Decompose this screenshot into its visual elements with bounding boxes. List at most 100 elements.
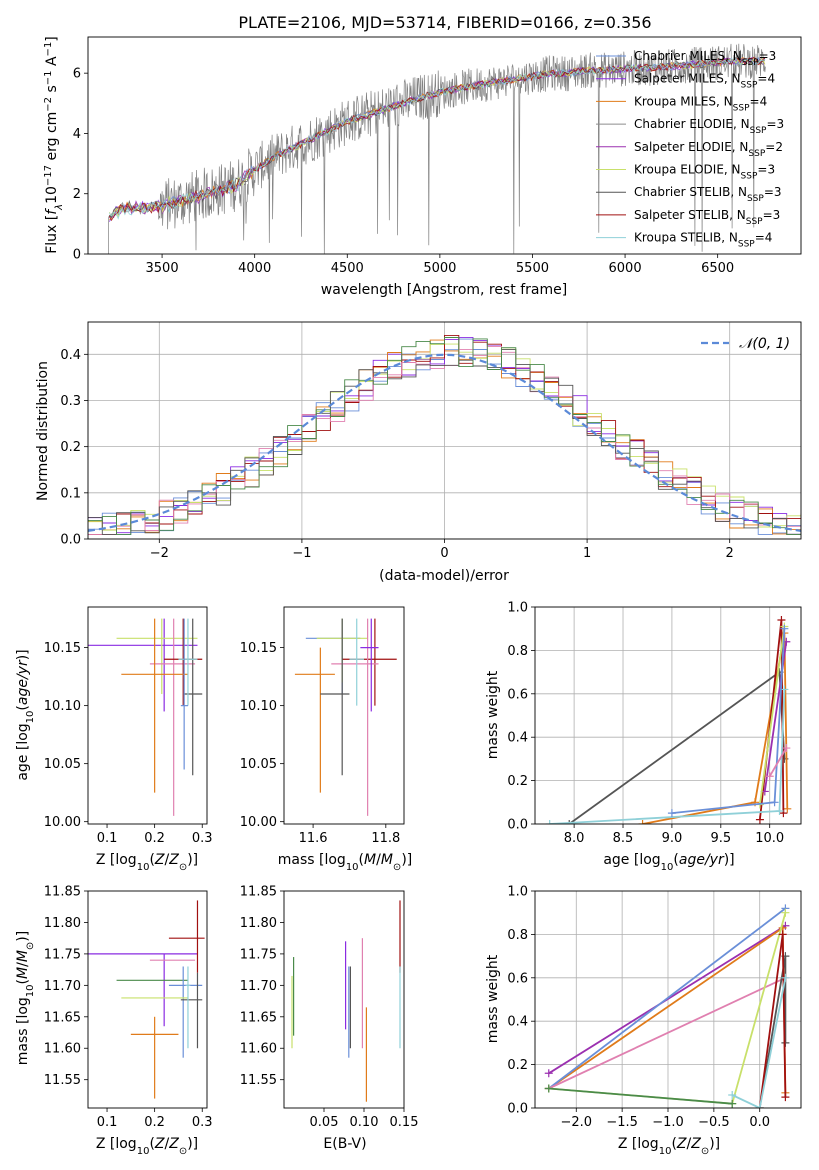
age_vs_mass-ytick-label: 10.10 <box>240 699 277 714</box>
mass_weight_vs_Z-xtick-label: −1.0 <box>652 1115 684 1130</box>
mass-weight-line <box>671 628 786 814</box>
mass-weight-line <box>731 977 787 1108</box>
mw-z-xlabel: Z [log10(Z/Z⊙)] <box>618 1136 720 1157</box>
normal-curve <box>88 353 801 532</box>
mass_vs_EBV-ytick-label: 11.80 <box>240 916 277 931</box>
spectrum-xtick-label: 4500 <box>331 261 364 276</box>
mass_vs_Z-ytick-label: 11.75 <box>44 947 81 962</box>
residuals-ytick-label: 0.2 <box>60 440 81 455</box>
mass-weight-marker <box>779 809 788 818</box>
mass_vs_EBV-xtick-label: 0.15 <box>390 1115 419 1130</box>
spectrum-xtick-label: 6000 <box>609 261 642 276</box>
mass-weight-line <box>768 747 788 777</box>
mass-weight-marker <box>781 973 790 982</box>
spectrum-xtick-label: 6500 <box>701 261 734 276</box>
mass_weight_vs_age-xtick-label: 8.5 <box>613 831 634 846</box>
mass_vs_Z-xtick-label: 0.2 <box>144 1115 165 1130</box>
legend-entry: Kroupa MILES, NSSP=4 <box>634 94 767 113</box>
residual-histogram <box>88 343 801 535</box>
residuals-ytick-label: 0.4 <box>60 348 81 363</box>
mass_vs_Z-xtick-label: 0.3 <box>192 1115 213 1130</box>
mass_vs_EBV-ytick-label: 11.55 <box>240 1073 277 1088</box>
spectrum-xtick-label: 4000 <box>238 261 271 276</box>
legend-entry: Kroupa ELODIE, NSSP=3 <box>634 163 775 182</box>
mass-z-xlabel: Z [log10(Z/Z⊙)] <box>96 1136 198 1157</box>
spectrum-axes: 3500 4000 4500 5000 5500 6000 6500 0 2 4 6 <box>73 36 802 276</box>
age_vs_Z-plot-area <box>88 618 203 816</box>
residuals-xtick-label: −2 <box>150 546 169 561</box>
mass-weight-marker <box>782 744 791 753</box>
mass-ebv-xlabel: E(B-V) <box>323 1136 366 1152</box>
mass_vs_EBV-frame <box>283 890 405 1109</box>
legend-normal-label: 𝒩(0, 1) <box>739 336 790 352</box>
mass-weight-marker <box>565 820 574 824</box>
mass_weight_vs_age-xtick-label: 10.0 <box>755 831 784 846</box>
mass_vs_Z-ytick-label: 11.60 <box>44 1042 81 1057</box>
residual-histogram <box>88 339 801 535</box>
residuals-xtick-label: 1 <box>583 546 591 561</box>
mass-weight-line <box>548 907 786 1090</box>
mass_weight_vs_Z-plot-area <box>535 891 801 1108</box>
mass-weight-marker <box>778 930 787 939</box>
mass_vs_EBV-ytick-label: 11.75 <box>240 947 277 962</box>
mw-age-xlabel: age [log10(age/yr)] <box>603 852 734 873</box>
age_vs_Z-frame <box>87 606 208 825</box>
spectrum-ytick-label: 6 <box>73 67 81 82</box>
mass_vs_Z-xtick-label: 0.1 <box>97 1115 118 1130</box>
age_vs_mass-ytick-label: 10.15 <box>240 641 277 656</box>
mass-weight-marker <box>770 798 779 807</box>
age_vs_mass-frame <box>283 606 405 825</box>
spectrum-ytick-label: 4 <box>73 127 81 142</box>
mass_vs_EBV-ytick-label: 11.85 <box>240 885 277 900</box>
mass_vs_EBV-axes: 0.05 0.10 0.15 11.55 11.60 11.65 11.70 11.75 11.… <box>240 885 419 1131</box>
age_vs_Z-ytick-label: 10.00 <box>44 815 81 830</box>
mass-weight-marker <box>667 809 676 818</box>
mass_weight_vs_age-ytick-label: 0.6 <box>507 687 528 702</box>
legend-entry: Salpeter ELODIE, NSSP=2 <box>634 140 783 159</box>
age_vs_mass-plot-area <box>294 618 397 816</box>
mass_weight_vs_Z-xtick-label: −2.0 <box>560 1115 592 1130</box>
age_vs_Z-ytick-label: 10.10 <box>44 699 81 714</box>
mass_vs_EBV-ytick-label: 11.60 <box>240 1042 277 1057</box>
spectrum-ylabel: Flux [fλ10−17 erg cm−2 s−1 A−1] <box>43 36 65 254</box>
mass_weight_vs_age-axes: 8.0 8.5 9.0 9.5 10.0 0.0 0.2 0.4 0.6 0.8 1.0 <box>507 601 802 846</box>
mass_vs_EBV-xtick-label: 0.05 <box>310 1115 339 1130</box>
mass_vs_Z-ytick-label: 11.55 <box>44 1073 81 1088</box>
mass_vs_EBV-ytick-label: 11.65 <box>240 1010 277 1025</box>
spectrum-xtick-label: 5500 <box>516 261 549 276</box>
mass_weight_vs_age-frame <box>534 606 802 825</box>
legend-entry: Chabrier ELODIE, NSSP=3 <box>634 117 784 136</box>
mass-weight-marker <box>765 772 774 781</box>
spectrum-ytick-label: 0 <box>73 248 81 263</box>
age_vs_Z-ytick-label: 10.05 <box>44 757 81 772</box>
mass_weight_vs_age-xtick-label: 8.0 <box>564 831 585 846</box>
legend-entry: Salpeter MILES, NSSP=4 <box>634 72 775 91</box>
residuals-xtick-label: 0 <box>440 546 448 561</box>
residuals-xlabel: (data-model)/error <box>379 568 509 584</box>
legend-entry: Kroupa STELIB, NSSP=4 <box>634 231 772 250</box>
mass-weight-marker <box>545 820 554 824</box>
mass-weight-marker <box>777 616 786 625</box>
mass-weight-marker <box>780 624 789 633</box>
mass-z-ylabel: mass [log10(M/M⊙)] <box>15 931 36 1066</box>
age-z-xlabel: Z [log10(Z/Z⊙)] <box>96 852 198 873</box>
mass_weight_vs_age-xtick-label: 9.5 <box>710 831 731 846</box>
mass_vs_EBV-plot-area <box>291 900 401 1102</box>
mass-weight-line <box>548 926 787 1093</box>
legend-entry: Chabrier MILES, NSSP=3 <box>634 49 776 68</box>
mass-weight-line <box>568 670 786 824</box>
mass_weight_vs_Z-ytick-label: 0.4 <box>507 1015 528 1030</box>
age-mass-xlabel: mass [log10(M/M⊙)] <box>278 852 413 873</box>
age_vs_Z-xtick-label: 0.1 <box>97 831 118 846</box>
mass_vs_EBV-ytick-label: 11.70 <box>240 979 277 994</box>
chart-title: PLATE=2106, MJD=53714, FIBERID=0166, z=0… <box>238 13 651 32</box>
mass_weight_vs_Z-ytick-label: 0.2 <box>507 1058 528 1073</box>
mass_weight_vs_age-ytick-label: 1.0 <box>507 601 528 616</box>
mass_weight_vs_Z-xtick-label: 0.0 <box>749 1115 770 1130</box>
mw-z-ylabel: mass weight <box>485 954 501 1043</box>
mass_vs_Z-ytick-label: 11.70 <box>44 979 81 994</box>
mass_weight_vs_Z-xtick-label: −1.5 <box>606 1115 638 1130</box>
age_vs_mass-ytick-label: 10.05 <box>240 757 277 772</box>
residual-histogram <box>88 345 801 535</box>
